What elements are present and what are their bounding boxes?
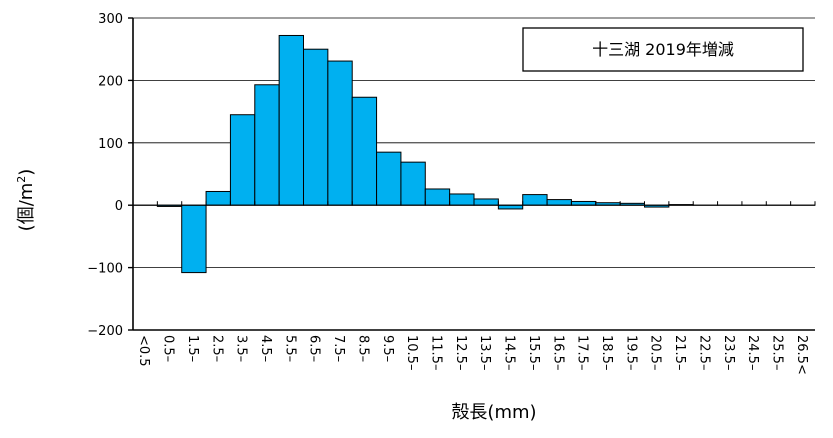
x-tick-label-4: 3.5–: [234, 335, 249, 362]
bar-7: [303, 48, 329, 206]
x-tick-label-11: 10.5–: [404, 335, 419, 370]
x-tick-label-5: 4.5–: [258, 335, 273, 362]
x-tick-label-27: 26.5<: [794, 335, 809, 375]
bar-13: [449, 193, 475, 206]
y-axis-title-close: ): [16, 169, 37, 176]
x-tick-label-22: 21.5–: [672, 335, 687, 370]
bar-9: [351, 96, 378, 206]
y-tick-label-5: −200: [87, 324, 123, 339]
legend: 十三湖 2019年増減: [522, 27, 804, 72]
x-tick-label-1: 0.5–: [161, 335, 176, 362]
bar-16: [522, 194, 548, 206]
bar-17: [546, 199, 572, 206]
chart-title: 十三湖 2019年増減: [592, 40, 734, 59]
legend-box: [522, 27, 804, 72]
x-tick-label-0: <0.5: [136, 335, 151, 367]
x-tick-label-16: 15.5–: [526, 335, 541, 370]
x-tick-label-24: 23.5–: [721, 335, 736, 370]
x-tick-label-25: 24.5–: [745, 335, 760, 370]
bar-14: [473, 198, 499, 206]
x-tick-label-18: 17.5–: [575, 335, 590, 370]
bar-12: [424, 188, 451, 206]
x-tick-label-9: 8.5–: [355, 335, 370, 362]
y-tick-label-2: 100: [98, 137, 123, 152]
bar-5: [254, 84, 280, 206]
y-tick-label-1: 200: [98, 74, 123, 89]
x-tick-label-20: 19.5–: [623, 335, 638, 370]
x-tick-label-10: 9.5–: [380, 335, 395, 362]
bar-2: [181, 204, 207, 274]
x-tick-label-21: 20.5–: [648, 335, 663, 370]
y-axis-title-superscript: 2: [15, 176, 28, 183]
bar-10: [376, 151, 402, 206]
x-tick-label-23: 22.5–: [696, 335, 711, 370]
x-tick-labels: <0.5 0.5– 1.5– 2.5– 3.5– 4.5– 5.5– 6.5– 7.5– 8.5–…: [136, 335, 809, 375]
axes: [128, 17, 816, 331]
y-tick-labels: 300 200 100 0 −100 −200: [87, 12, 123, 339]
x-tick-label-3: 2.5–: [209, 335, 224, 362]
bar-11: [400, 161, 426, 206]
y-axis-title: (個/m2): [15, 169, 37, 232]
bar-8: [327, 60, 353, 206]
x-tick-label-15: 14.5–: [502, 335, 517, 370]
bar-3: [205, 190, 231, 206]
x-tick-label-26: 25.5–: [769, 335, 784, 370]
x-tick-label-8: 7.5–: [331, 335, 346, 362]
x-tick-label-17: 16.5–: [550, 335, 565, 370]
y-tick-label-4: −100: [87, 262, 123, 277]
x-tick-label-19: 18.5–: [599, 335, 614, 370]
bars: [132, 34, 816, 274]
x-tick-label-14: 13.5–: [477, 335, 492, 370]
bar-4: [229, 114, 256, 206]
bar-6: [278, 34, 304, 206]
y-tick-label-3: 0: [115, 199, 123, 214]
x-tick-label-12: 11.5–: [428, 335, 443, 370]
x-axis-title: 殻長(mm): [451, 402, 536, 423]
x-tick-label-2: 1.5–: [185, 335, 200, 362]
y-axis-title-main: (個/m: [16, 183, 37, 232]
x-tick-label-7: 6.5–: [307, 335, 322, 362]
x-tick-label-13: 12.5–: [453, 335, 468, 370]
y-tick-label-0: 300: [98, 12, 123, 27]
x-tick-label-6: 5.5–: [282, 335, 297, 362]
